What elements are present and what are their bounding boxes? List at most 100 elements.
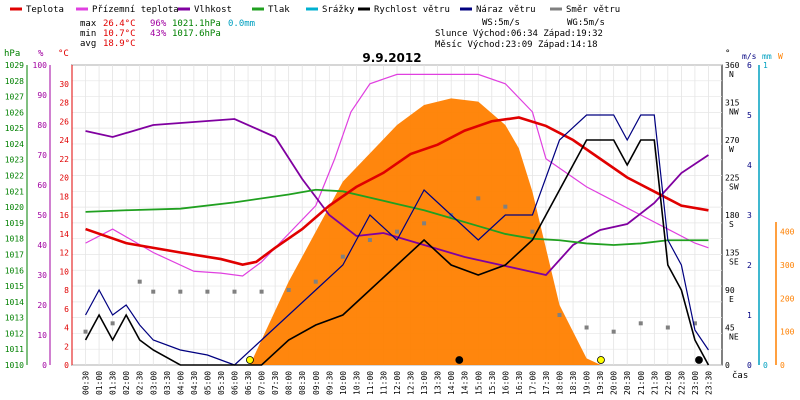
moonset-marker — [455, 356, 464, 364]
stats-max-label: max — [80, 19, 97, 29]
series-teplota — [85, 116, 709, 267]
y-tick-direction-compass: E — [729, 295, 734, 304]
y-tick-humidity: 0 — [42, 361, 47, 370]
y-tick-temp: 6 — [64, 305, 69, 314]
y-tick-hpa: 1026 — [5, 108, 24, 117]
x-tick-label: 16:30 — [515, 371, 524, 395]
direction-point — [232, 289, 237, 294]
y-tick-hpa: 1012 — [5, 329, 24, 338]
direction-point — [503, 204, 508, 209]
stats-avg-temp: 18.9°C — [103, 39, 136, 49]
y-tick-hpa: 1027 — [5, 93, 24, 102]
y-tick-direction-compass: W — [729, 145, 734, 154]
y-tick-temp: 12 — [59, 249, 69, 258]
info-wg: WG:5m/s — [567, 18, 605, 28]
x-tick-label: 15:00 — [474, 371, 483, 395]
direction-point — [638, 321, 643, 326]
plot-area: 00:30 01:00 01:30 02:00 02:30 03:00 03:30 04:00… — [5, 61, 795, 395]
axis-unit-rain: mm — [762, 52, 772, 61]
y-tick-humidity: 80 — [37, 121, 47, 130]
y-tick-hpa: 1014 — [5, 298, 24, 307]
sunset-marker — [597, 356, 605, 364]
y-tick-humidity: 50 — [37, 211, 47, 220]
y-tick-direction: 270 — [725, 136, 740, 145]
y-tick-hpa: 1024 — [5, 140, 24, 149]
y-tick-temp: 26 — [59, 117, 69, 126]
y-tick-hpa: 1023 — [5, 156, 24, 165]
x-tick-label: 04:30 — [190, 371, 199, 395]
direction-point — [584, 325, 589, 330]
x-tick-label: 08:30 — [298, 371, 307, 395]
x-tick-label: 10:30 — [352, 371, 361, 395]
stats-avg-label: avg — [80, 39, 96, 49]
y-tick-humidity: 30 — [37, 271, 47, 280]
y-tick-hpa: 1011 — [5, 345, 24, 354]
x-tick-label: 19:30 — [596, 371, 605, 395]
y-tick-direction: 90 — [725, 286, 735, 295]
y-tick-hpa: 1016 — [5, 266, 24, 275]
stats-block: max 26.4°C 96% 1021.1hPa 0.0mm min 10.7°… — [80, 19, 255, 49]
direction-point — [530, 229, 535, 234]
direction-point — [83, 329, 88, 334]
y-tick-direction: 315 — [725, 99, 740, 108]
y-tick-temp: 8 — [64, 286, 69, 295]
direction-point — [340, 254, 345, 259]
x-tick-label: 19:00 — [583, 371, 592, 395]
y-tick-temp: 22 — [59, 155, 69, 164]
y-tick-sun: 300 — [780, 261, 795, 270]
y-tick-hpa: 1010 — [5, 361, 24, 370]
y-tick-wind: 4 — [747, 161, 752, 170]
direction-point — [205, 289, 210, 294]
y-tick-temp: 18 — [59, 192, 69, 201]
sunrise-marker — [246, 356, 254, 364]
direction-point — [665, 325, 670, 330]
info-moon: Měsíc Východ:23:09 Západ:14:18 — [435, 40, 598, 50]
x-tick-label: 02:00 — [122, 371, 131, 395]
y-tick-direction-compass: SE — [729, 258, 739, 267]
series-naraz-vetru — [85, 114, 709, 366]
x-tick-label: 22:30 — [677, 371, 686, 395]
y-tick-hpa: 1025 — [5, 124, 24, 133]
x-tick-label: 07:30 — [271, 371, 280, 395]
y-tick-direction: 360 — [725, 61, 740, 70]
stats-min-temp: 10.7°C — [103, 29, 136, 39]
direction-point — [611, 329, 616, 334]
y-tick-hpa: 1022 — [5, 172, 24, 181]
x-tick-label: 06:00 — [231, 371, 240, 395]
x-tick-label: 16:00 — [501, 371, 510, 395]
legend-label: Tlak — [268, 5, 290, 15]
x-tick-label: 18:00 — [556, 371, 565, 395]
x-tick-label: 01:00 — [95, 371, 104, 395]
legend-label: Rychlost větru — [374, 5, 450, 15]
info-block: WS:5m/s WG:5m/s Slunce Východ:06:34 Zápa… — [435, 18, 605, 50]
y-tick-wind: 2 — [747, 261, 752, 270]
y-tick-direction: 180 — [725, 211, 740, 220]
stats-min-hum: 43% — [150, 29, 167, 39]
y-tick-wind: 5 — [747, 111, 752, 120]
y-tick-hpa: 1019 — [5, 219, 24, 228]
legend-label: Vlhkost — [194, 5, 232, 15]
y-tick-wind: 0 — [747, 361, 752, 370]
y-tick-temp: 30 — [59, 80, 69, 89]
legend-label: Srážky — [322, 5, 355, 15]
direction-point — [476, 196, 481, 201]
y-tick-wind: 3 — [747, 211, 752, 220]
x-tick-label: 21:30 — [650, 371, 659, 395]
y-tick-hpa: 1013 — [5, 314, 24, 323]
x-tick-label: 23:30 — [704, 371, 713, 395]
legend-label: Teplota — [26, 5, 64, 15]
x-tick-label: 20:30 — [623, 371, 632, 395]
stats-min-label: min — [80, 29, 96, 39]
x-tick-label: 20:00 — [610, 371, 619, 395]
y-tick-hpa: 1015 — [5, 282, 24, 291]
x-tick-label: 22:00 — [664, 371, 673, 395]
info-sun: Slunce Východ:06:34 Západ:19:32 — [435, 29, 603, 39]
direction-point — [692, 321, 697, 326]
direction-point — [313, 279, 318, 284]
y-tick-humidity: 100 — [33, 61, 48, 70]
y-tick-humidity: 90 — [37, 91, 47, 100]
x-tick-label: 05:30 — [217, 371, 226, 395]
axis-unit-wind: m/s — [742, 52, 757, 61]
y-tick-humidity: 10 — [37, 331, 47, 340]
